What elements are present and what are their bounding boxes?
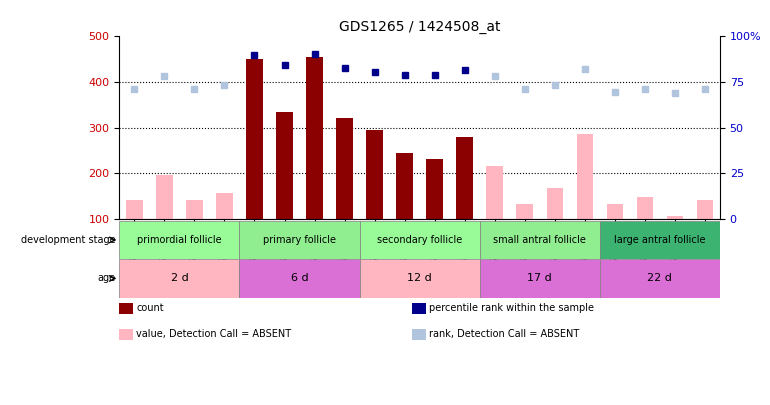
Bar (216, 193, 233, 219)
Text: primary follicle: primary follicle (263, 235, 336, 245)
Text: count: count (136, 303, 164, 313)
Text: value, Detection Call = ABSENT: value, Detection Call = ABSENT (136, 329, 291, 339)
Bar (239, 221, 360, 259)
Bar (427, 160, 443, 219)
Bar (517, 204, 533, 219)
Text: 12 d: 12 d (407, 273, 432, 283)
Bar (156, 175, 172, 219)
Text: secondary follicle: secondary follicle (377, 235, 462, 245)
Bar (607, 204, 623, 219)
Bar (697, 200, 713, 219)
Title: GDS1265 / 1424508_at: GDS1265 / 1424508_at (339, 20, 500, 34)
Text: small antral follicle: small antral follicle (494, 235, 586, 245)
Text: large antral follicle: large antral follicle (614, 235, 705, 245)
Bar (119, 259, 239, 298)
Bar (306, 57, 323, 219)
Bar (480, 221, 600, 259)
Bar (667, 215, 683, 219)
Text: percentile rank within the sample: percentile rank within the sample (429, 303, 594, 313)
Text: rank, Detection Call = ABSENT: rank, Detection Call = ABSENT (429, 329, 579, 339)
Bar (600, 221, 720, 259)
Bar (276, 112, 293, 219)
Bar (480, 259, 600, 298)
Bar (487, 166, 503, 219)
Bar (336, 118, 353, 219)
Text: 17 d: 17 d (527, 273, 552, 283)
Bar (246, 59, 263, 219)
Bar (367, 130, 383, 219)
Text: development stage: development stage (21, 235, 116, 245)
Text: 2 d: 2 d (170, 273, 189, 283)
Text: 22 d: 22 d (648, 273, 672, 283)
Bar (637, 197, 653, 219)
Text: 6 d: 6 d (291, 273, 308, 283)
Text: primordial follicle: primordial follicle (137, 235, 222, 245)
Bar (119, 221, 239, 259)
Bar (360, 221, 480, 259)
Bar (126, 200, 142, 219)
Bar (457, 137, 473, 219)
Bar (397, 153, 413, 219)
Bar (600, 259, 720, 298)
Bar (186, 200, 203, 219)
Bar (577, 134, 593, 219)
Bar (547, 188, 563, 219)
Bar (360, 259, 480, 298)
Text: age: age (97, 273, 115, 283)
Bar (239, 259, 360, 298)
